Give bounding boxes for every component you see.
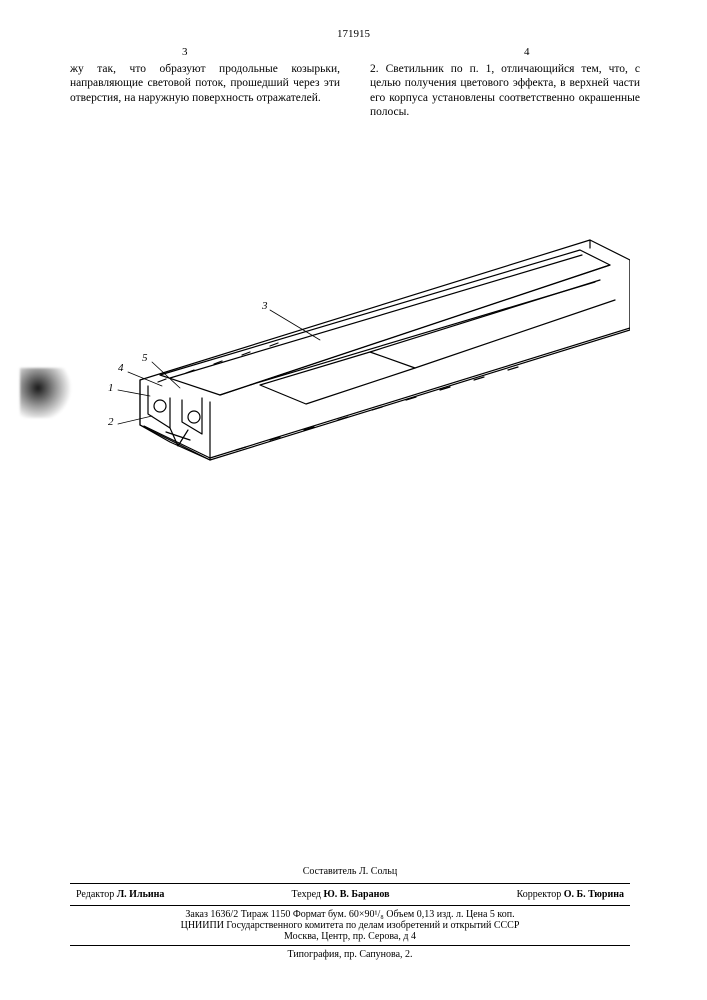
ref-label-2: 2 xyxy=(108,416,114,428)
right-column-text: 2. Светильник по п. 1, отличающийся тем,… xyxy=(370,62,640,120)
doc-number: 171915 xyxy=(0,28,707,40)
footer-credits-row: Редактор Л. Ильина Техред Ю. В. Баранов … xyxy=(70,880,630,960)
printer-line: Типография, пр. Сапунова, 2. xyxy=(70,949,630,960)
left-column-text: жу так, что образуют продольные козырьки… xyxy=(70,62,340,105)
org-line: ЦНИИПИ Государственного комитета по дела… xyxy=(70,920,630,931)
ref-label-5: 5 xyxy=(142,352,148,364)
ref-label-4: 4 xyxy=(118,362,124,374)
luminaire-drawing xyxy=(70,200,630,500)
ref-label-1: 1 xyxy=(108,382,114,394)
compiler-text: Составитель Л. Сольц xyxy=(303,866,397,877)
editor-block: Редактор Л. Ильина xyxy=(76,889,164,900)
column-number-left: 3 xyxy=(182,46,188,58)
column-number-right: 4 xyxy=(524,46,530,58)
corrector-block: Корректор О. Б. Тюрина xyxy=(517,889,624,900)
address-line: Москва, Центр, пр. Серова, д 4 xyxy=(70,931,630,942)
patent-page: 171915 3 4 жу так, что образуют продольн… xyxy=(0,0,707,1000)
technical-figure: 1 2 3 4 5 xyxy=(70,200,630,500)
order-line: Заказ 1636/2 Тираж 1150 Формат бум. 60×9… xyxy=(70,909,630,920)
techred-block: Техред Ю. В. Баранов xyxy=(292,889,390,900)
ref-label-3: 3 xyxy=(262,300,268,312)
footer-compiler: Составитель Л. Сольц xyxy=(70,866,630,877)
